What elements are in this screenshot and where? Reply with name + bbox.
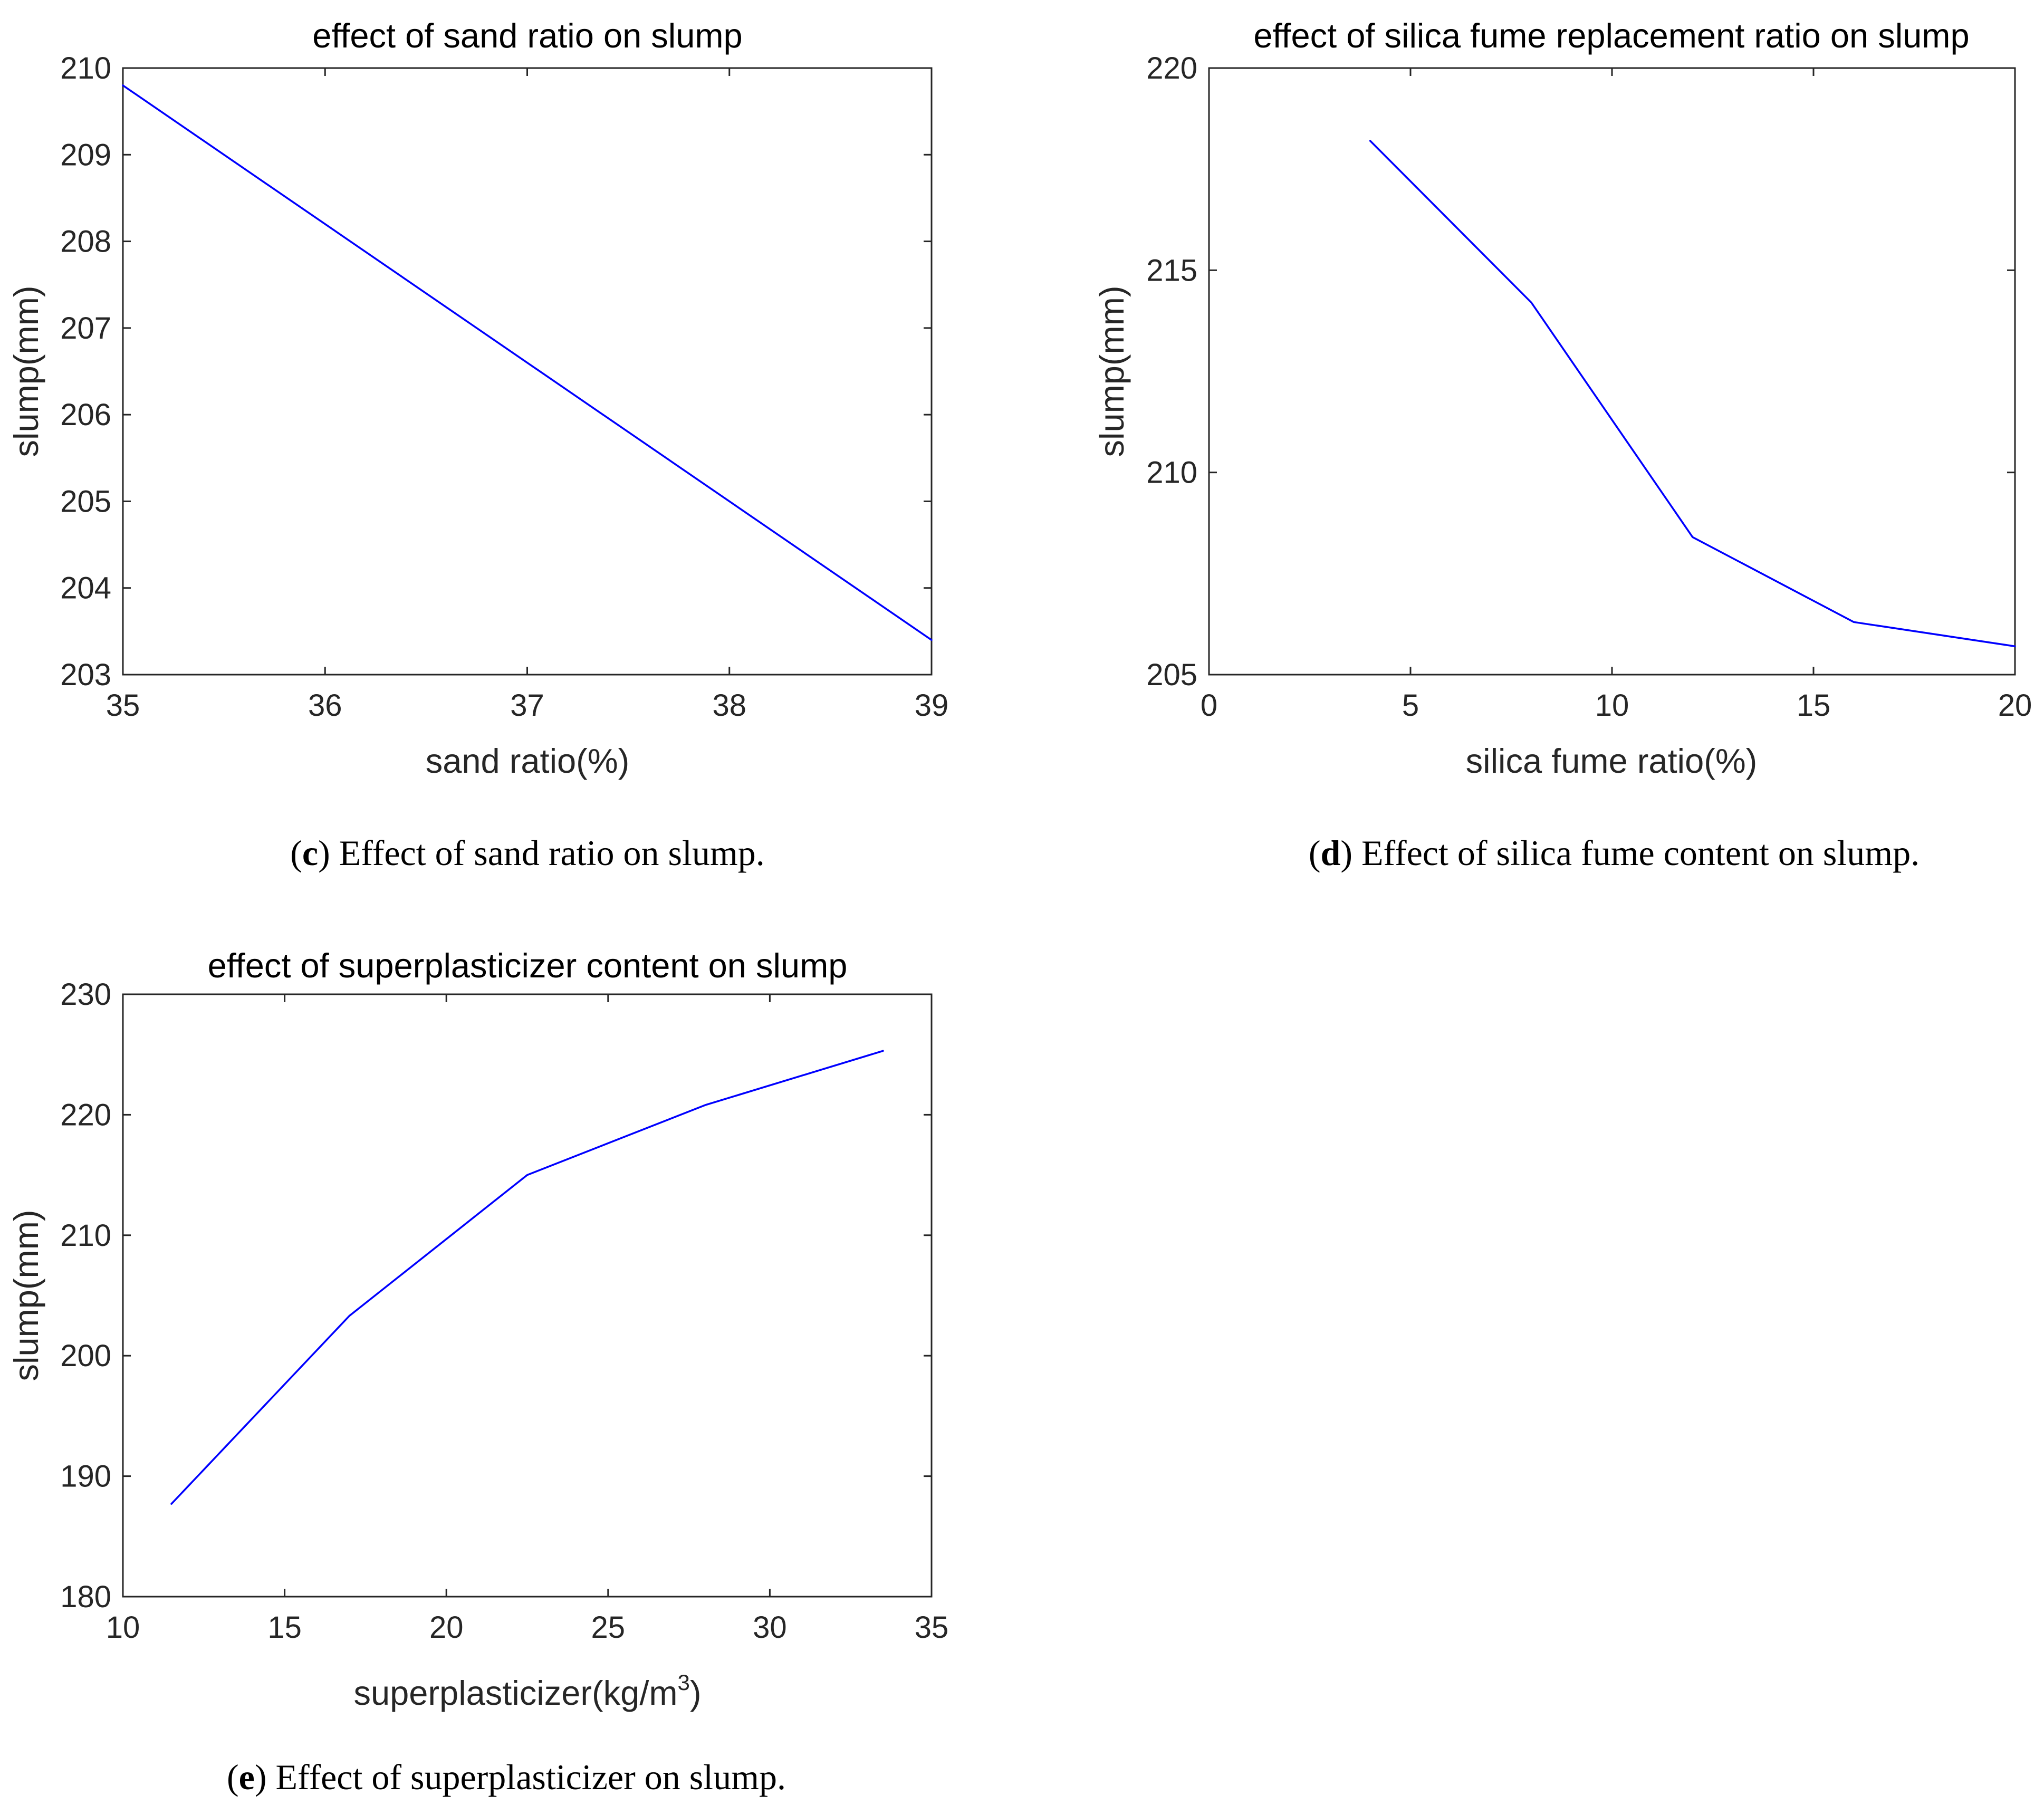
chart-e-x-tick-label: 30 — [753, 1610, 787, 1645]
chart-d-x-axis-label: silica fume ratio(%) — [1466, 742, 1758, 780]
chart-c-y-tick-label: 208 — [60, 225, 111, 259]
chart-e-y-tick-label: 210 — [60, 1218, 111, 1253]
chart-d-y-tick-label: 205 — [1146, 658, 1197, 692]
chart-c-x-tick-label: 38 — [712, 688, 746, 723]
chart-c-y-tick-label: 207 — [60, 311, 111, 345]
chart-e-ticks: 10 15 20 25 30 35 180 190 200 210 220 230 — [60, 977, 948, 1645]
chart-d-plot-area — [1208, 67, 2016, 676]
chart-e-x-tick-label: 25 — [591, 1610, 626, 1645]
chart-c-x-axis-label: sand ratio(%) — [426, 742, 630, 780]
chart-d-series-line — [1369, 140, 2016, 648]
chart-c-x-tick-label: 36 — [308, 688, 342, 723]
chart-d-y-tick-label: 220 — [1146, 51, 1197, 85]
chart-e: 10 15 20 25 30 35 180 190 200 210 220 230 effect of… — [7, 946, 948, 1797]
chart-e-y-tick-label: 180 — [60, 1580, 111, 1614]
chart-e-x-tick-label: 10 — [106, 1610, 140, 1645]
chart-d-caption: (d) Effect of silica fume content on slu… — [1309, 833, 1920, 873]
chart-c-ticks: 35 36 37 38 39 203 204 205 206 207 208 209 210 — [60, 51, 948, 723]
chart-c: 35 36 37 38 39 203 204 205 206 207 208 209 210 effec… — [7, 16, 948, 873]
chart-c-y-tick-label: 206 — [60, 398, 111, 432]
chart-c-y-tick-label: 203 — [60, 658, 111, 692]
chart-e-y-axis-label: slump(mm) — [7, 1210, 45, 1381]
chart-d-x-tick-label: 10 — [1595, 688, 1629, 723]
chart-e-x-tick-label: 20 — [429, 1610, 464, 1645]
chart-c-x-tick-label: 39 — [915, 688, 949, 723]
chart-e-x-tick-label: 15 — [267, 1610, 302, 1645]
chart-d-x-tick-label: 20 — [1998, 688, 2032, 723]
chart-d-x-tick-label: 0 — [1201, 688, 1217, 723]
chart-e-y-tick-label: 190 — [60, 1460, 111, 1494]
chart-d: 0 5 10 15 20 205 210 215 220 effect of silica fu… — [1092, 16, 2032, 873]
chart-e-y-tick-label: 200 — [60, 1339, 111, 1373]
chart-e-title: effect of superplasticizer content on sl… — [208, 946, 848, 985]
chart-c-y-tick-label: 204 — [60, 571, 111, 606]
chart-c-x-tick-label: 37 — [510, 688, 544, 723]
chart-d-x-tick-label: 5 — [1402, 688, 1419, 723]
chart-d-x-tick-label: 15 — [1797, 688, 1831, 723]
chart-c-y-tick-label: 205 — [60, 484, 111, 519]
chart-c-series-line — [122, 84, 933, 641]
chart-d-y-tick-label: 210 — [1146, 456, 1197, 490]
chart-e-x-tick-label: 35 — [915, 1610, 949, 1645]
chart-c-title: effect of sand ratio on slump — [312, 16, 742, 55]
chart-d-title: effect of silica fume replacement ratio … — [1253, 16, 1969, 55]
chart-e-plot-area — [122, 993, 933, 1598]
chart-c-y-axis-label: slump(mm) — [7, 286, 45, 457]
chart-c-plot-area — [122, 67, 933, 676]
chart-d-ticks: 0 5 10 15 20 205 210 215 220 — [1146, 51, 2032, 723]
chart-c-caption: (c) Effect of sand ratio on slump. — [290, 833, 765, 873]
chart-c-x-tick-label: 35 — [106, 688, 140, 723]
chart-e-x-axis-label: superplasticizer(kg/m3) — [353, 1670, 701, 1712]
chart-e-caption: (e) Effect of superplasticizer on slump. — [227, 1757, 786, 1797]
chart-c-y-tick-label: 209 — [60, 138, 111, 172]
chart-e-series-line — [170, 1050, 884, 1505]
chart-d-y-tick-label: 215 — [1146, 253, 1197, 287]
chart-d-y-axis-label: slump(mm) — [1092, 286, 1131, 457]
chart-e-y-tick-label: 230 — [60, 977, 111, 1012]
chart-e-y-tick-label: 220 — [60, 1098, 111, 1132]
chart-c-y-tick-label: 210 — [60, 51, 111, 85]
